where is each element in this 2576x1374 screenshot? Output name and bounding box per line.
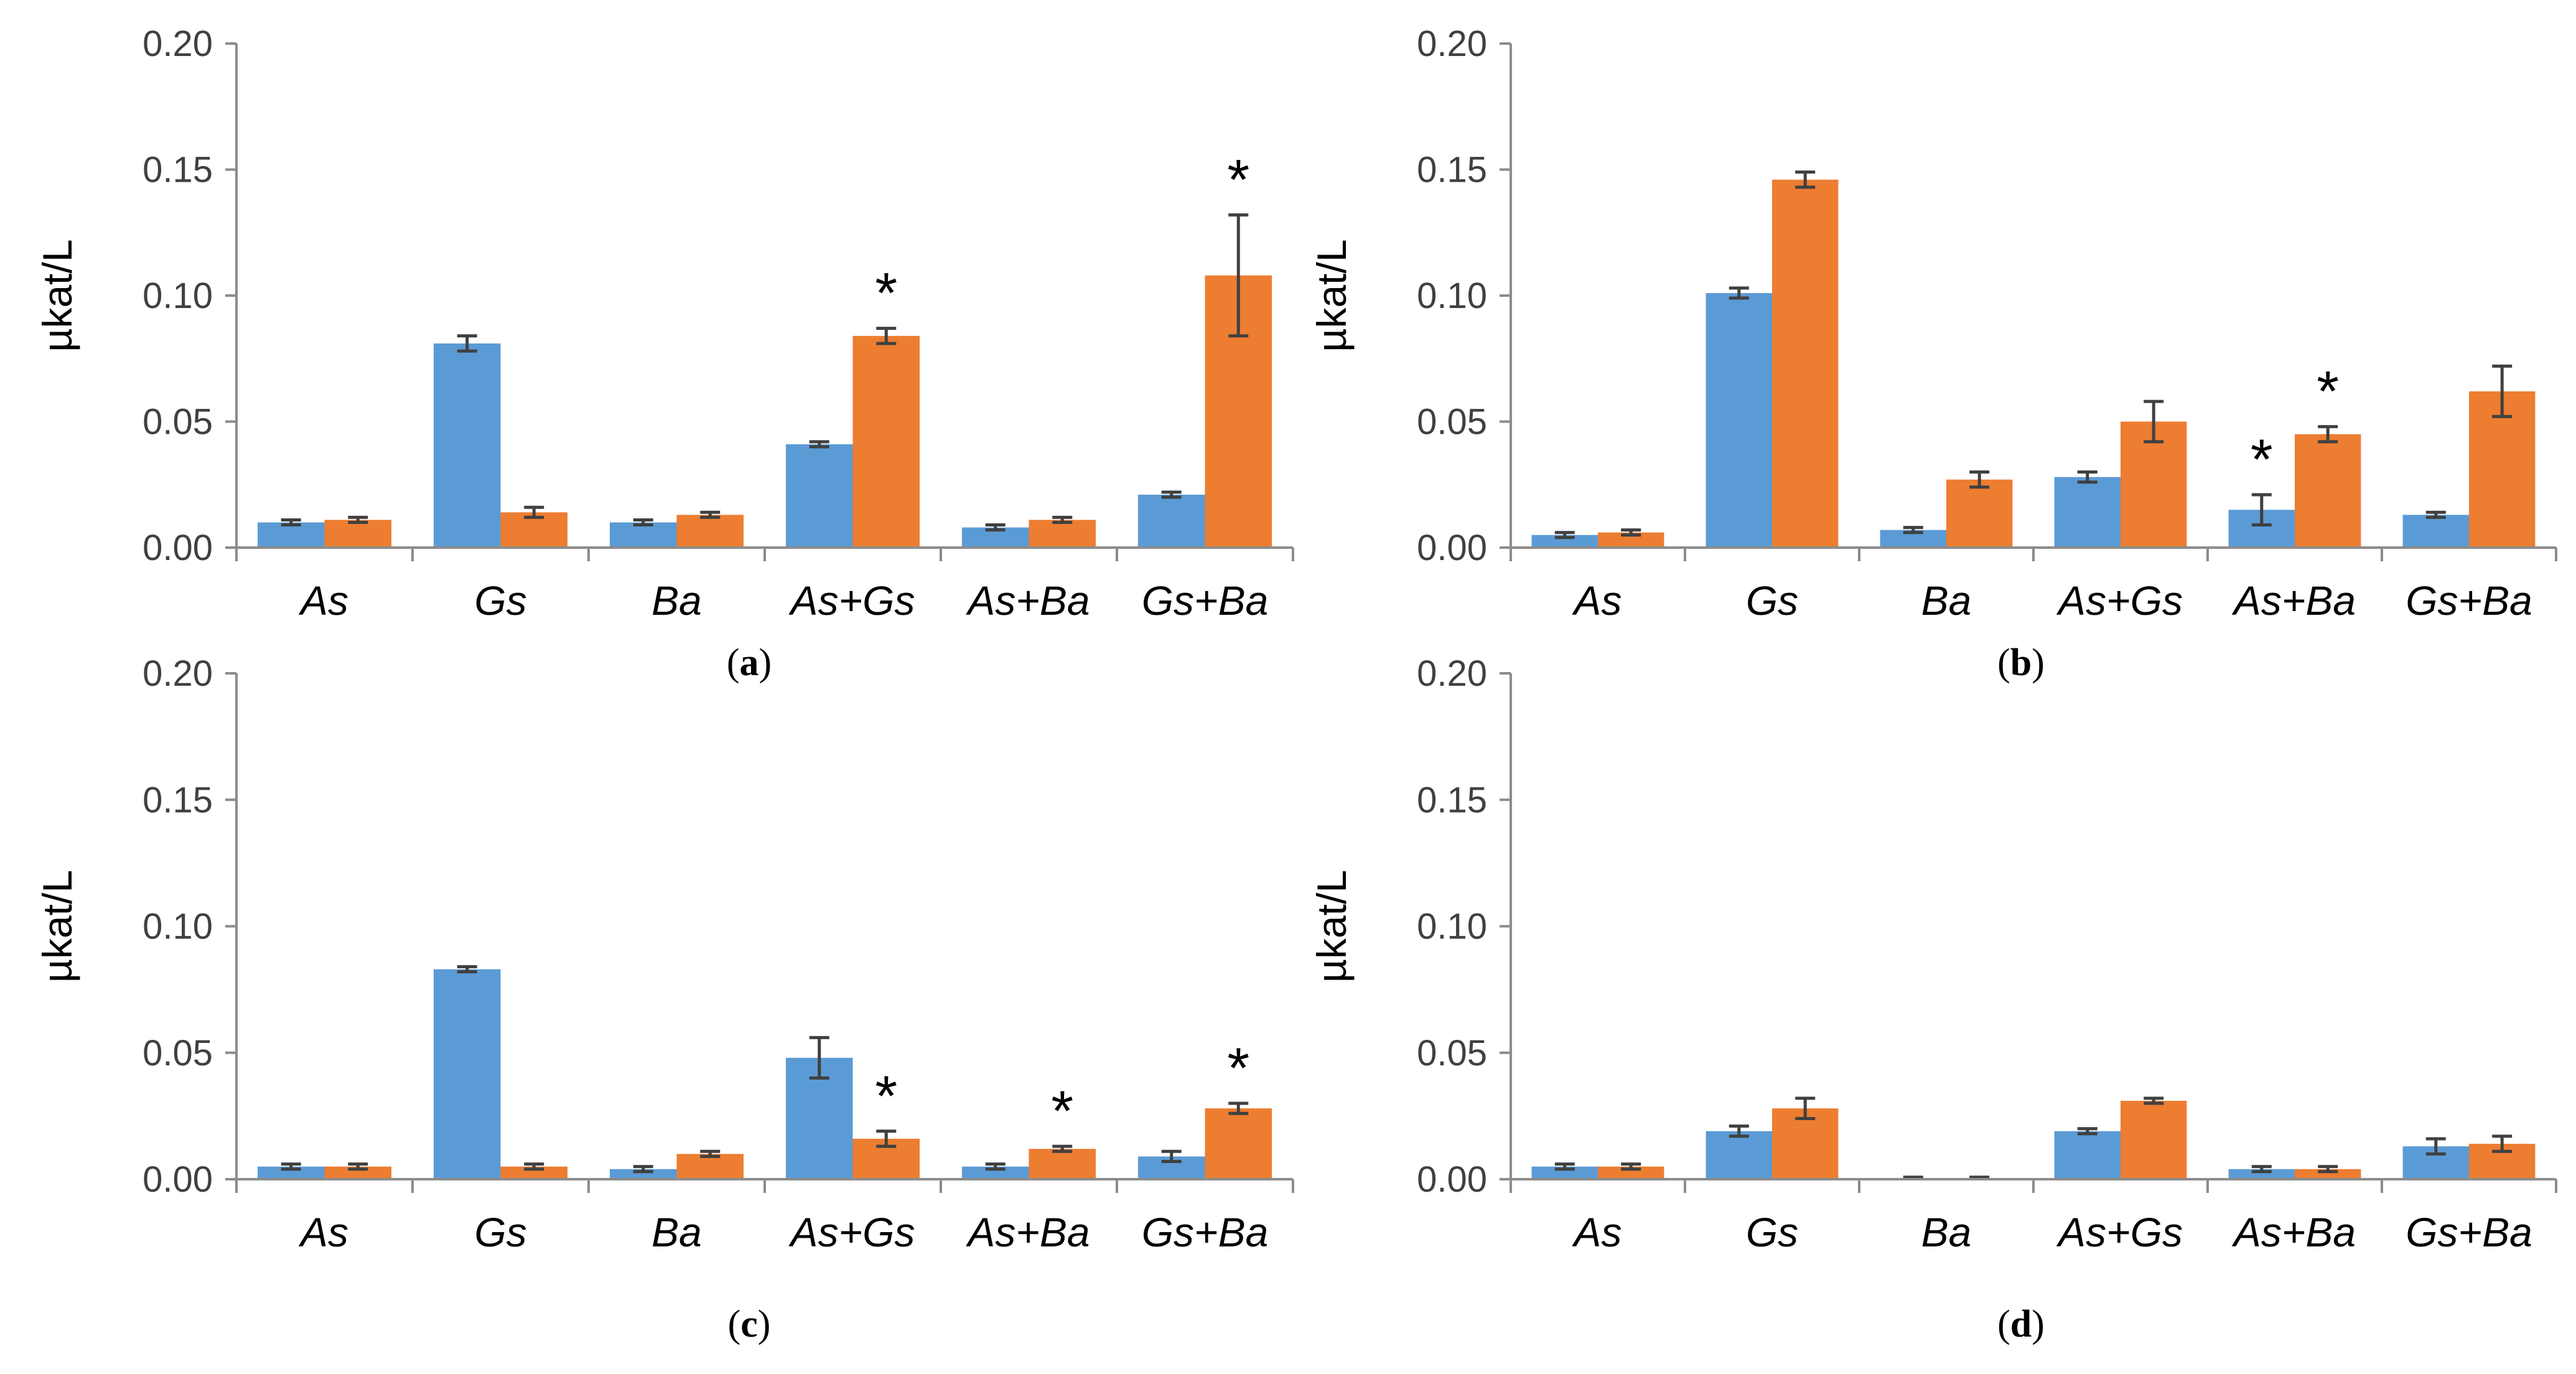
y-tick-label: 0.00 [142, 1159, 213, 1200]
bar-series1 [785, 444, 853, 548]
y-tick-label: 0.15 [1417, 150, 1487, 190]
chart-panel-b: 0.00 0.05 0.10 0.15 0.20 µkat/L As Gs Ba As+Gs As+… [1309, 24, 2557, 684]
significance-asterisk: * [1227, 148, 1249, 212]
chart-panel-d: 0.00 0.05 0.10 0.15 0.20 µkat/L As Gs Ba As+Gs As+… [1309, 653, 2557, 1345]
y-axis-title: µkat/L [1309, 870, 1355, 983]
y-axis-title: µkat/L [34, 870, 80, 983]
bar-series1 [2228, 1169, 2295, 1179]
y-tick-label: 0.00 [1417, 528, 1487, 568]
bar-series1 [257, 1166, 325, 1179]
bar-series2 [324, 1166, 392, 1179]
bar-series2 [1205, 1108, 1272, 1179]
x-category-label: Gs [1746, 1209, 1798, 1255]
bar-series1 [433, 343, 501, 548]
x-category-label: As+Ba [965, 1209, 1090, 1255]
significance-asterisk: * [875, 1065, 897, 1128]
x-category-label: As [298, 577, 348, 624]
x-category-label: As+Ba [2231, 577, 2356, 624]
x-category-label: Ba [1921, 577, 1972, 624]
bar-series2 [1029, 520, 1096, 548]
bar-series1 [1706, 1131, 1772, 1179]
y-tick-label: 0.20 [1417, 24, 1487, 64]
y-axis-title: µkat/L [34, 239, 80, 352]
y-tick-label: 0.15 [142, 150, 213, 190]
significance-asterisk: * [2251, 428, 2273, 492]
bar-series2 [2295, 1169, 2361, 1179]
y-tick-label: 0.05 [142, 1033, 213, 1073]
bar-series1 [609, 522, 677, 548]
y-tick-label: 0.20 [1417, 653, 1487, 694]
bar-series1 [2054, 477, 2121, 548]
x-category-label: As [1571, 1209, 1622, 1255]
y-tick-label: 0.15 [1417, 780, 1487, 820]
panel-label: (d) [1997, 1303, 2045, 1345]
y-tick-label: 0.10 [1417, 907, 1487, 947]
y-tick-label: 0.00 [142, 528, 213, 568]
chart-panel-c: 0.00 0.05 0.10 0.15 0.20 µkat/L As Gs Ba As+Gs As+… [34, 653, 1294, 1345]
bar-series1 [2402, 515, 2469, 548]
bar-series1 [1531, 535, 1598, 548]
x-category-label: Ba [1921, 1209, 1972, 1255]
x-category-label: As+Gs [2056, 1209, 2183, 1255]
significance-asterisk: * [2317, 360, 2339, 424]
bar-series2 [1772, 1108, 1839, 1179]
y-tick-label: 0.20 [142, 24, 213, 64]
bar-series2 [676, 515, 744, 548]
y-tick-label: 0.10 [142, 276, 213, 316]
x-category-label: As+Gs [788, 577, 915, 624]
y-tick-label: 0.05 [142, 402, 213, 442]
x-category-label: Gs [474, 577, 526, 624]
bar-series2 [1598, 1166, 1664, 1179]
bar-series2 [2295, 434, 2361, 548]
y-tick-label: 0.15 [142, 780, 213, 820]
y-axis-title: µkat/L [1309, 239, 1355, 352]
bar-series1 [433, 969, 501, 1179]
x-category-label: Ba [651, 1209, 702, 1255]
bar-series2 [500, 1166, 568, 1179]
x-category-label: Gs+Ba [1142, 577, 1269, 624]
bar-series1 [961, 1166, 1029, 1179]
x-category-label: Gs [1746, 577, 1798, 624]
significance-asterisk: * [1051, 1080, 1073, 1143]
bar-series2 [324, 520, 392, 548]
y-tick-label: 0.10 [142, 907, 213, 947]
significance-asterisk: * [1227, 1037, 1249, 1100]
x-category-label: Gs [474, 1209, 526, 1255]
x-category-label: Gs+Ba [1142, 1209, 1269, 1255]
y-tick-label: 0.05 [1417, 1033, 1487, 1073]
y-tick-label: 0.10 [1417, 276, 1487, 316]
panel-label: (a) [727, 642, 772, 684]
bar-series1 [257, 522, 325, 548]
bar-series2 [1946, 479, 2013, 548]
bar-series2 [1772, 179, 1839, 548]
y-tick-label: 0.20 [142, 653, 213, 694]
x-category-label: As+Ba [965, 577, 1090, 624]
y-tick-label: 0.05 [1417, 402, 1487, 442]
x-category-label: Gs+Ba [2406, 577, 2532, 624]
x-category-label: As+Gs [2056, 577, 2183, 624]
x-category-label: As+Gs [788, 1209, 915, 1255]
bar-series2 [852, 335, 920, 548]
bar-series1 [2054, 1131, 2121, 1179]
panel-label: (b) [1997, 642, 2045, 684]
x-category-label: Ba [651, 577, 702, 624]
bar-series1 [1137, 494, 1205, 548]
x-category-label: As+Ba [2231, 1209, 2356, 1255]
x-category-label: As [1571, 577, 1622, 624]
significance-asterisk: * [875, 262, 897, 325]
panel-label: (c) [728, 1303, 771, 1345]
bar-series1 [1706, 292, 1772, 548]
y-tick-label: 0.00 [1417, 1159, 1487, 1200]
bar-series1 [1531, 1166, 1598, 1179]
bar-series2 [1029, 1149, 1096, 1179]
x-category-label: As [298, 1209, 348, 1255]
chart-panel-a: 0.00 0.05 0.10 0.15 0.20 µkat/L As Gs Ba As+Gs As+… [34, 24, 1294, 684]
bar-series1 [609, 1169, 677, 1179]
bar-series2 [676, 1154, 744, 1179]
x-category-label: Gs+Ba [2406, 1209, 2532, 1255]
bar-series2 [2121, 1100, 2187, 1179]
